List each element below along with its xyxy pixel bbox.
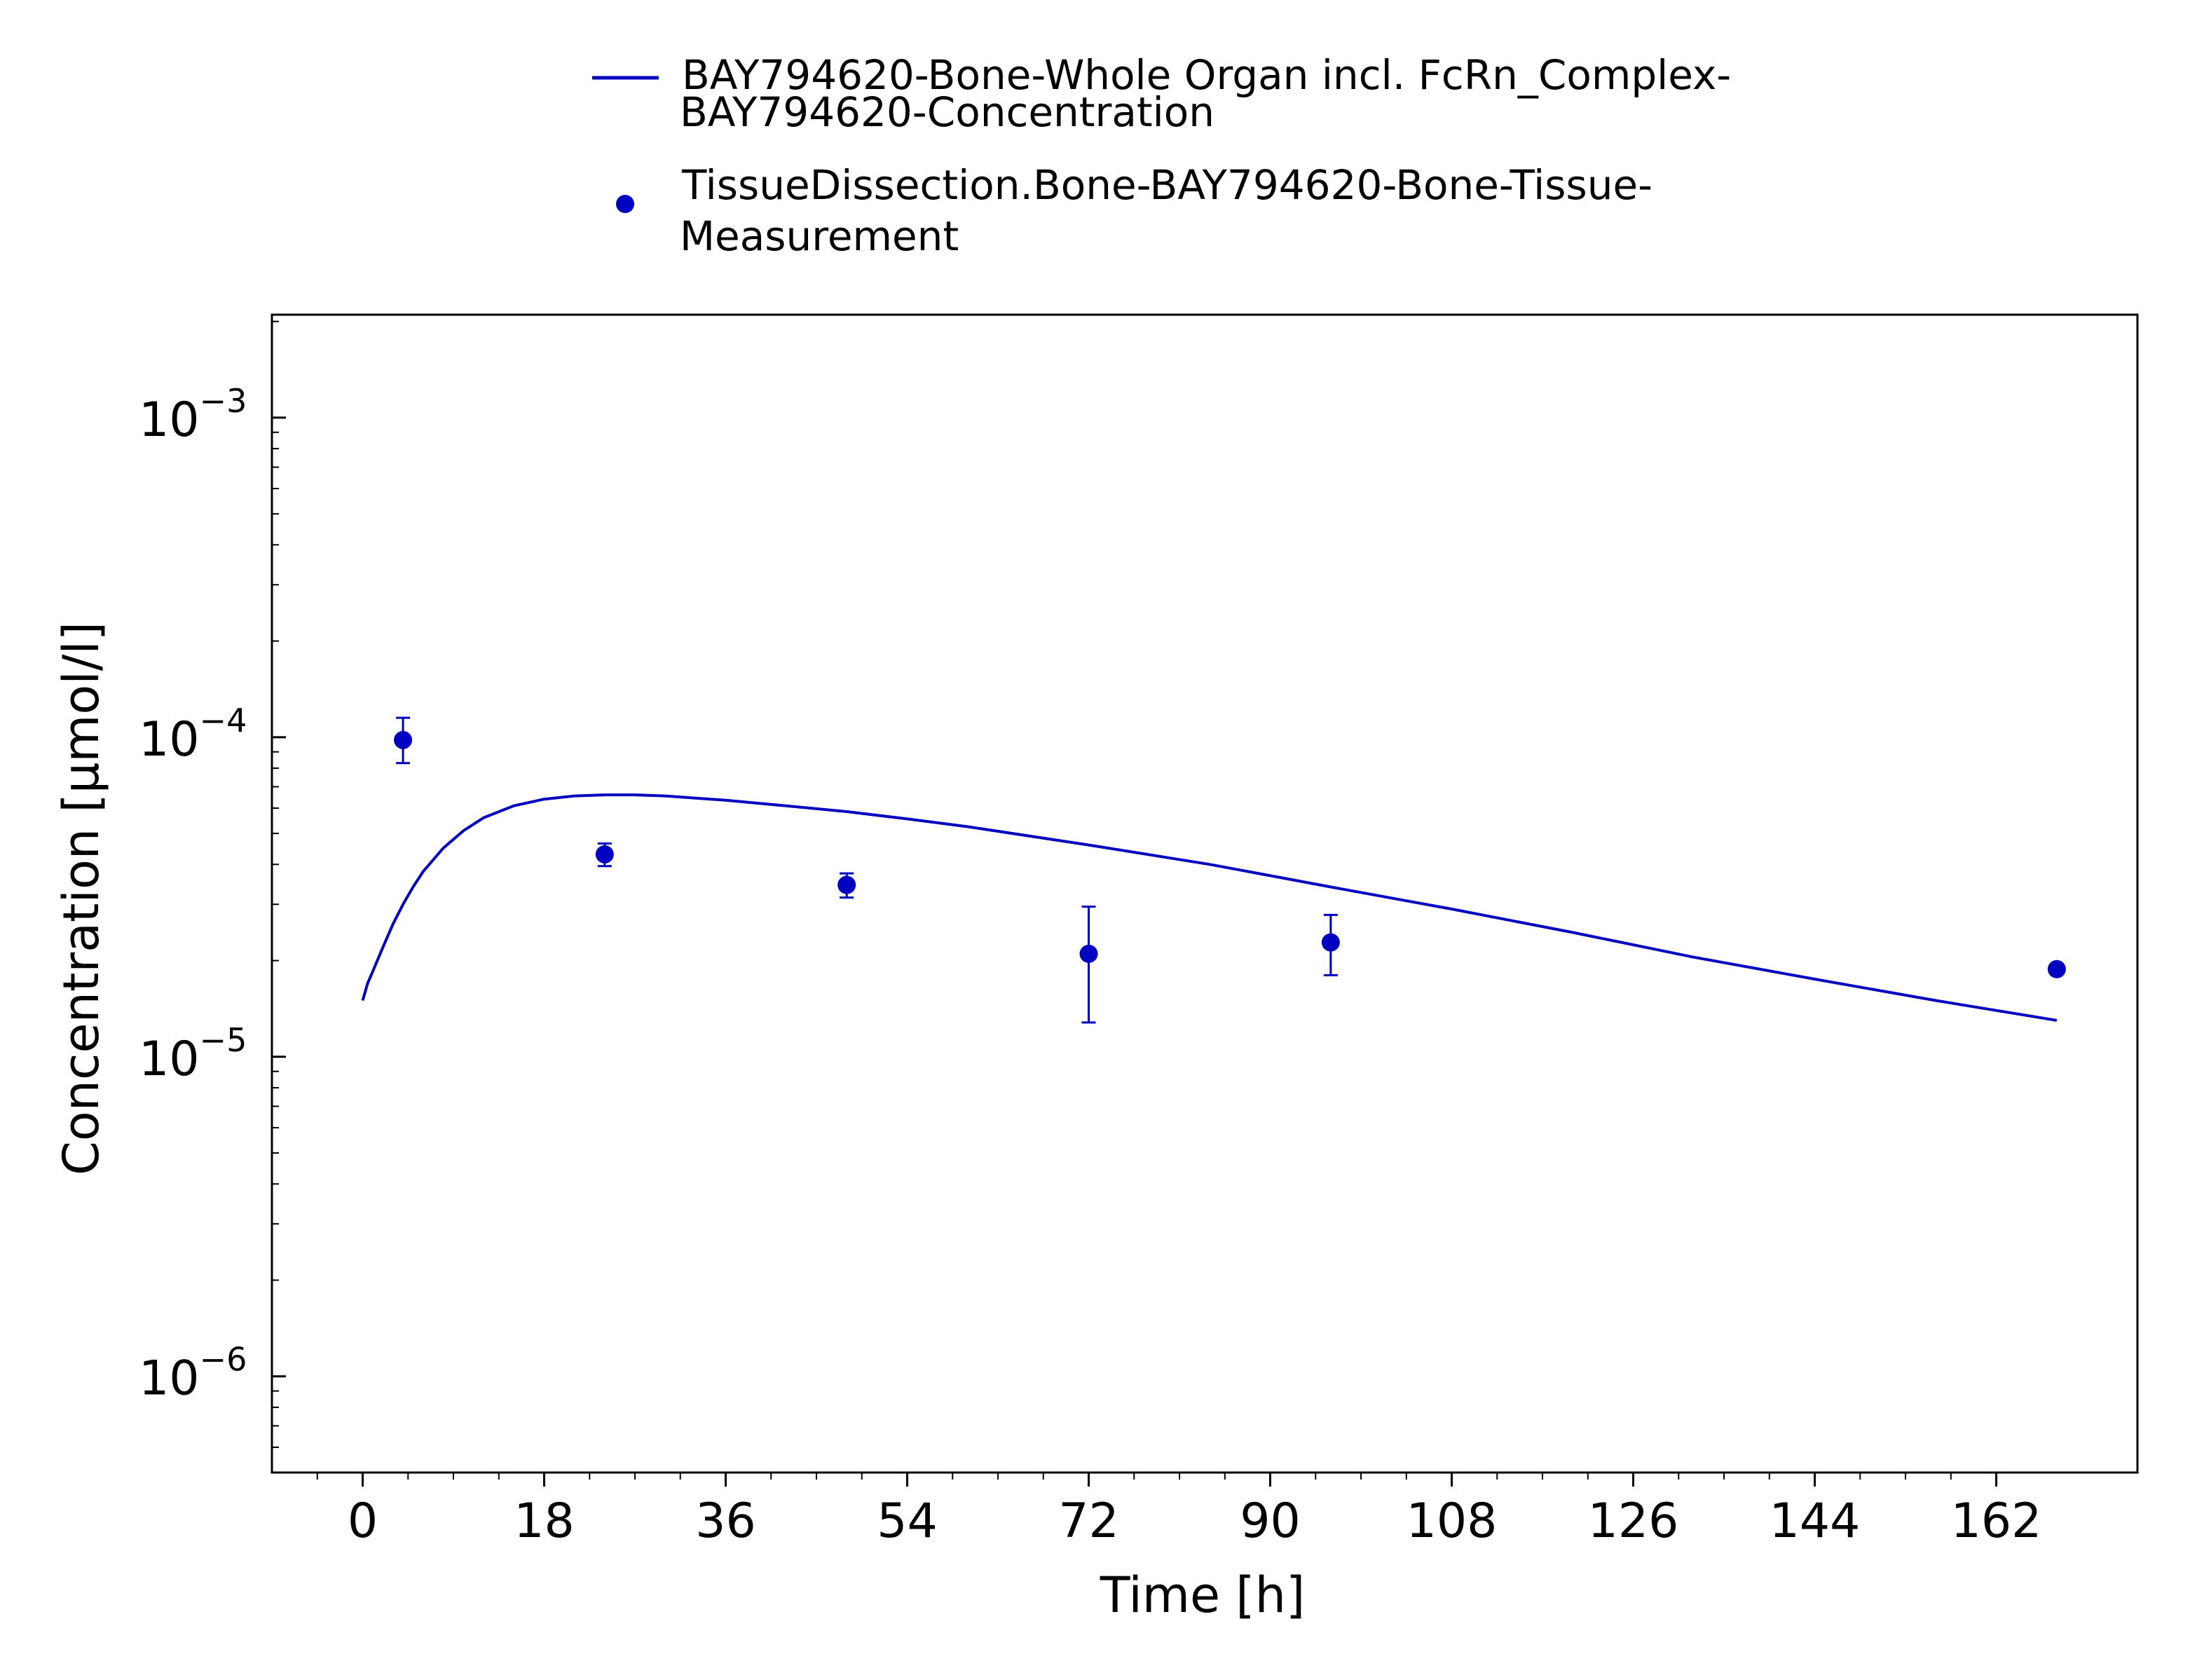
measurement-point (1321, 933, 1340, 952)
legend-line-label-1: BAY794620-Bone-Whole Organ incl. FcRn_Co… (682, 51, 1731, 99)
x-tick-label: 108 (1407, 1494, 1498, 1549)
simulation-curve (361, 793, 2058, 1022)
series-layer (361, 716, 2066, 1024)
legend-marker-label-1: TissueDissection.Bone-BAY794620-Bone-Tis… (681, 161, 1652, 209)
plot-area-frame (271, 313, 2139, 1474)
legend-marker-swatch (616, 195, 634, 213)
x-tick-label: 18 (514, 1494, 575, 1549)
measurement-point (595, 845, 614, 863)
y-axis-title: Concentration [µmol/l] (53, 622, 110, 1175)
x-axis-title: Time [h] (1100, 1566, 1306, 1624)
x-tick-label: 72 (1058, 1494, 1119, 1549)
x-tick-label: 0 (348, 1494, 378, 1549)
y-tick-label: 10−3 (139, 382, 247, 448)
x-axis-ticks: 0 18 36 54 72 90 108 126 144 162 (316, 1473, 2042, 1549)
legend-marker-label-2: Measurement (680, 212, 959, 260)
measurement-point (394, 730, 413, 749)
x-tick-label: 90 (1240, 1494, 1301, 1549)
x-tick-label: 126 (1588, 1494, 1679, 1549)
y-tick-label: 10−5 (139, 1021, 247, 1087)
measurement-point (837, 875, 856, 894)
x-tick-label: 162 (1951, 1494, 2042, 1549)
x-tick-label: 54 (877, 1494, 938, 1549)
y-axis-ticks: 10−6 10−5 10−4 10−3 (139, 320, 286, 1473)
legend: BAY794620-Bone-Whole Organ incl. FcRn_Co… (592, 51, 1731, 260)
measurement-point (2047, 959, 2066, 978)
measurement-point (1079, 944, 1098, 963)
y-tick-label: 10−4 (139, 702, 247, 767)
x-tick-label: 36 (695, 1494, 756, 1549)
y-tick-label: 10−6 (139, 1341, 247, 1407)
legend-line-label-2: BAY794620-Concentration (680, 88, 1214, 136)
x-tick-label: 144 (1770, 1494, 1861, 1549)
